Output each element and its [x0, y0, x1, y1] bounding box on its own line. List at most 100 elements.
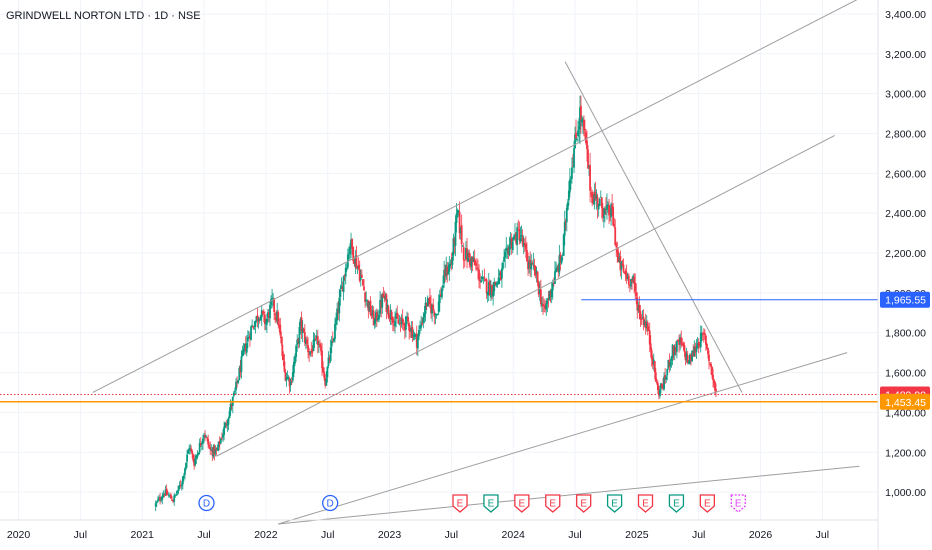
candle-body	[605, 208, 607, 210]
candle-body	[498, 272, 501, 276]
candle-body	[699, 332, 702, 348]
candle-body	[325, 378, 328, 386]
time-axis[interactable]: 2020 Jul 2021 Jul 2022 Jul 2023 Jul 2024 Jul 2025 J…	[7, 529, 829, 541]
candle-body	[255, 316, 258, 322]
candle-body	[227, 418, 230, 425]
candle-body	[593, 193, 596, 205]
earnings-marker[interactable]: E	[699, 494, 715, 513]
x-tick-label: Jul	[816, 529, 829, 541]
candle-body	[262, 312, 265, 314]
candle-body	[681, 344, 684, 346]
trend-lines[interactable]	[0, 0, 878, 525]
candle-body	[505, 247, 508, 251]
candle-body	[418, 329, 420, 337]
candle-body	[461, 245, 464, 247]
earnings-marker[interactable]: E	[576, 494, 592, 513]
earnings-marker[interactable]: E	[514, 494, 530, 513]
candle-body	[582, 119, 584, 121]
candle-body	[522, 243, 525, 247]
earnings-marker[interactable]: E	[637, 494, 654, 513]
candle-body	[277, 312, 280, 325]
candle-body	[580, 105, 582, 121]
candle-body	[180, 484, 183, 487]
earnings-icon	[606, 494, 623, 513]
upper-channel-line[interactable]	[92, 0, 872, 393]
candle-body	[389, 310, 392, 320]
candle-body	[421, 322, 424, 324]
dividend-marker[interactable]: D	[198, 494, 215, 512]
candle-body	[170, 494, 172, 499]
candle-body	[478, 269, 480, 281]
candle-body	[284, 371, 287, 381]
candle-body	[495, 282, 498, 286]
candle-body	[301, 328, 304, 334]
candle-body	[528, 261, 530, 269]
price-axis[interactable]: 1,000.00 1,200.00 1,400.00 1,600.00 1,800.00…	[885, 9, 926, 499]
candle-body	[487, 282, 490, 294]
candle-body	[165, 488, 168, 495]
candle-body	[368, 302, 371, 312]
price-tag-label: 1,965.55	[885, 295, 926, 307]
candle-body	[543, 305, 546, 306]
candle-body	[709, 362, 711, 364]
candle-body	[391, 318, 394, 324]
downtrend-line[interactable]	[564, 61, 743, 393]
earnings-marker[interactable]: E	[483, 494, 499, 513]
candle-body	[602, 216, 605, 218]
middle-channel-line[interactable]	[216, 135, 835, 457]
candle-body	[659, 389, 661, 396]
lower-support-line[interactable]	[278, 465, 860, 525]
support-rising-line[interactable]	[278, 352, 848, 525]
earnings-marker[interactable]: E	[668, 494, 685, 513]
candle-body	[243, 343, 246, 349]
earnings-marker[interactable]: E	[545, 494, 561, 513]
candle-body	[234, 390, 236, 392]
candle-body	[272, 298, 274, 300]
candle-body	[611, 205, 614, 210]
candle-body	[312, 339, 315, 352]
earnings-marker[interactable]: E	[452, 494, 468, 513]
candle-body	[384, 295, 387, 299]
candle-body	[523, 243, 526, 246]
candle-body	[330, 340, 333, 347]
candle-body	[588, 165, 590, 168]
candle-body	[631, 279, 633, 283]
candle-body	[419, 325, 421, 329]
candle-body	[511, 241, 514, 250]
candle-body	[235, 381, 237, 390]
candle-body	[643, 320, 646, 326]
candle-body	[651, 358, 654, 365]
earnings-upcoming-marker[interactable]: E	[730, 494, 746, 513]
earnings-marker[interactable]: E	[606, 494, 623, 513]
candle-body	[663, 376, 665, 390]
candle-body	[477, 267, 479, 270]
candle-body	[688, 354, 691, 364]
candle-body	[608, 204, 610, 216]
candle-body	[336, 308, 339, 321]
candle-body	[698, 344, 701, 346]
candle-body	[572, 165, 574, 167]
candle-body	[577, 130, 579, 137]
candle-body	[623, 272, 626, 273]
candle-body	[343, 275, 346, 276]
candle-body	[492, 291, 495, 297]
candle-body	[213, 445, 216, 455]
candle-body	[436, 314, 439, 316]
candle-body	[488, 280, 491, 296]
candle-body	[405, 316, 407, 330]
candle-body	[355, 255, 358, 269]
candle-body	[547, 298, 550, 300]
candle-body	[367, 300, 370, 311]
candle-body	[388, 317, 391, 319]
candle-body	[204, 434, 206, 438]
candle-body	[353, 259, 356, 264]
y-tick-label: 1,200.00	[885, 447, 926, 459]
candle-body	[290, 380, 293, 382]
dividend-marker[interactable]: D	[322, 494, 339, 512]
y-tick-label: 2,800.00	[885, 128, 926, 140]
grid	[0, 0, 878, 520]
candle-body	[303, 331, 306, 343]
candle-body	[597, 205, 600, 210]
